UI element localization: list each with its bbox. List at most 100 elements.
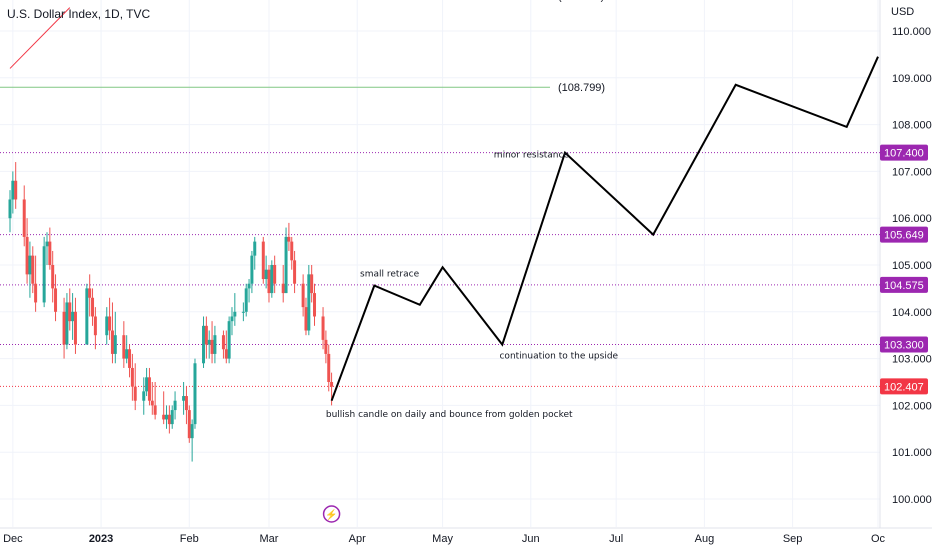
candle-body	[25, 236, 29, 275]
y-tick-label: 100.000	[892, 494, 932, 506]
candle-body	[267, 269, 271, 294]
candle-body	[313, 293, 317, 317]
fib-level-label: (110.762)	[558, 0, 604, 2]
candle-body	[167, 414, 171, 425]
y-tick-label: 104.000	[892, 307, 932, 319]
x-tick-label: 2023	[89, 533, 113, 545]
candle-body	[301, 283, 305, 308]
candle-body	[227, 321, 231, 359]
candle-body	[321, 316, 325, 340]
candle-body	[213, 335, 217, 354]
candle-body	[91, 297, 95, 317]
candle-body	[85, 288, 89, 345]
x-tick-label: Apr	[349, 533, 366, 545]
candle-body	[230, 316, 234, 322]
candle-body	[45, 241, 49, 247]
candle-body	[284, 236, 288, 294]
candle-body	[210, 339, 214, 354]
projection-path	[330, 56, 879, 402]
candle-body	[142, 391, 146, 401]
candle-body	[324, 339, 328, 354]
level-price-tag	[880, 336, 928, 353]
candle-body	[241, 311, 245, 313]
candle-body	[253, 241, 257, 256]
candle-body	[71, 311, 75, 322]
candle-body	[162, 414, 166, 420]
candle-body	[48, 241, 52, 265]
candle-body	[310, 274, 314, 294]
y-tick-label: 109.000	[892, 73, 932, 85]
candle-body	[34, 283, 38, 303]
candle-body	[173, 400, 177, 411]
y-tick-label: 102.000	[892, 400, 932, 412]
y-tick-label: 103.000	[892, 354, 932, 366]
level-price-label: 104.575	[884, 280, 924, 292]
x-tick-label: Oc	[871, 533, 886, 545]
y-tick-label: 110.000	[892, 26, 931, 38]
candle-body	[270, 265, 274, 294]
candle-body	[261, 241, 265, 280]
candle-body	[62, 311, 66, 345]
candle-body	[105, 316, 109, 336]
annotation-text: bullish candle on daily and bounce from …	[326, 410, 573, 420]
candle-body	[133, 386, 137, 401]
candle-body	[190, 424, 194, 439]
event-marker-glyph: ⚡	[325, 508, 337, 521]
candle-body	[250, 255, 254, 284]
y-tick-label: 105.000	[892, 260, 932, 272]
candle-body	[244, 288, 248, 312]
candle-body	[14, 180, 18, 200]
level-price-label: 103.300	[884, 340, 924, 352]
candle-body	[207, 339, 211, 345]
candle-body	[73, 311, 77, 345]
candle-body	[122, 335, 126, 359]
level-price-tag	[880, 276, 928, 293]
candle-body	[304, 307, 308, 331]
candle-body	[110, 330, 114, 354]
candle-body	[165, 414, 169, 420]
candle-body	[273, 265, 277, 284]
x-tick-label: Dec	[3, 533, 23, 545]
candle-body	[54, 288, 58, 312]
candle-body	[150, 400, 154, 406]
level-price-label: 105.649	[884, 230, 924, 242]
candle-body	[31, 255, 35, 284]
event-marker-icon	[322, 505, 341, 523]
candle-body	[193, 363, 197, 425]
annotation-text: continuation to the upside	[499, 352, 618, 362]
level-price-tag	[880, 144, 928, 161]
y-tick-label: 106.000	[892, 213, 932, 225]
fib-level-label: (108.799)	[558, 82, 605, 94]
trend-line	[9, 7, 71, 69]
candle-body	[22, 199, 26, 237]
candle-body	[11, 180, 15, 200]
candle-body	[42, 246, 46, 303]
x-tick-label: Jun	[522, 533, 540, 545]
candle-body	[153, 405, 157, 415]
candle-body	[287, 236, 291, 242]
candle-body	[65, 302, 69, 345]
x-tick-label: Sep	[783, 533, 803, 545]
current-price-tag	[880, 378, 928, 395]
x-tick-label: May	[432, 533, 453, 545]
candle-body	[290, 241, 294, 261]
candle-body	[128, 349, 132, 368]
candle-body	[184, 396, 188, 411]
candle-body	[170, 410, 174, 425]
candle-body	[93, 316, 97, 336]
candle-body	[130, 367, 134, 387]
candle-body	[145, 377, 149, 392]
candle-body	[108, 316, 112, 331]
level-price-label: 107.400	[884, 148, 924, 160]
y-tick-label: 107.000	[892, 166, 932, 178]
candle-body	[224, 349, 228, 359]
candle-body	[187, 410, 191, 439]
annotation-text: minor resistance	[494, 150, 570, 160]
candle-body	[182, 396, 186, 401]
candle-body	[247, 283, 251, 289]
candle-body	[330, 382, 334, 387]
candle-body	[8, 199, 12, 219]
candle-body	[264, 269, 268, 280]
